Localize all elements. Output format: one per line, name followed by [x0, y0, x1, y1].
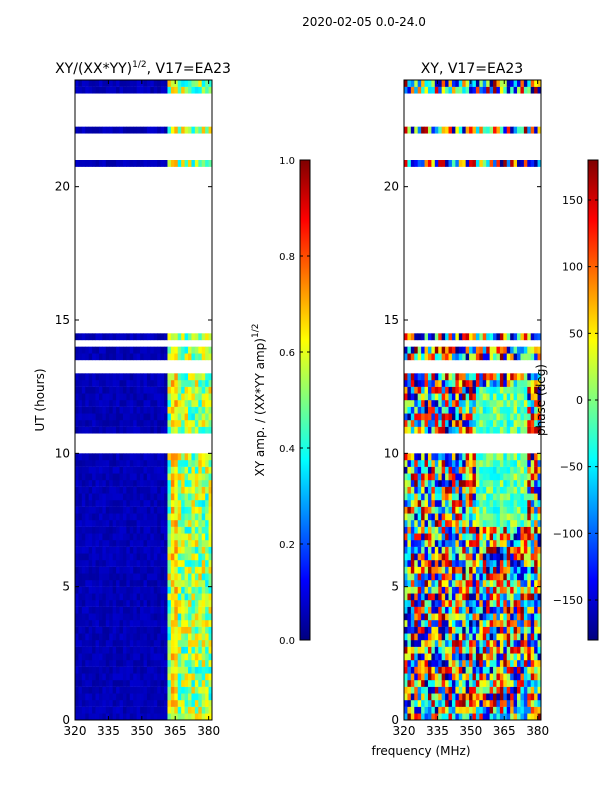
y-tick-label: 5	[62, 580, 70, 594]
phase-colorbar-label: phase (deg)	[534, 364, 548, 436]
x-tick-label: 320	[64, 724, 87, 738]
amplitude-plot-frame	[74, 79, 213, 721]
phase-heatmap	[404, 80, 541, 720]
x-tick-label: 380	[197, 724, 220, 738]
amplitude-colorbar-label: XY amp. / (XX*YY amp)1/2	[251, 324, 267, 477]
x-tick-label: 365	[164, 724, 187, 738]
colorbar-tick-label: −50	[560, 461, 583, 474]
colorbar-tick-label: −100	[553, 527, 583, 540]
y-tick-label: 20	[55, 180, 70, 194]
colorbar-tick-label: 50	[569, 327, 583, 340]
phase-colorbar: −150 −100 −50 0 50 100 150 phase (deg)	[534, 159, 599, 641]
colorbar-tick-label: 150	[562, 194, 583, 207]
colorbar-tick-label: 0	[576, 394, 583, 407]
colorbar-tick-label: 0.0	[279, 636, 295, 647]
y-tick-label: 10	[55, 446, 70, 460]
y-tick-label: 15	[384, 313, 399, 327]
colorbar-tick-label: 100	[562, 261, 583, 274]
colorbar-tick-label: −150	[553, 594, 583, 607]
phase-panel-title: XY, V17=EA23	[421, 61, 523, 77]
phase-colorbar-ticks: −150 −100 −50 0 50 100 150	[553, 194, 598, 607]
amplitude-axes: 320 335 350 365 380 0 5 10 15 20	[55, 80, 220, 738]
y-tick-label: 0	[391, 713, 399, 727]
amplitude-panel-title: XY/(XX*YY)1/2, V17=EA23	[55, 60, 231, 77]
phase-plot-frame	[403, 79, 542, 721]
x-tick-label: 335	[97, 724, 120, 738]
y-axis-label: UT (hours)	[33, 368, 47, 431]
phase-axes: 320 335 350 365 380 0 5 10 15 20	[384, 80, 549, 738]
x-tick-label: 350	[130, 724, 153, 738]
y-tick-label: 20	[384, 180, 399, 194]
x-tick-label: 335	[426, 724, 449, 738]
amplitude-colorbar: 0.0 0.2 0.4 0.6 0.8 1.0 XY amp. / (XX*YY amp)…	[251, 156, 311, 647]
amplitude-colorbar-ticks: 0.0 0.2 0.4 0.6 0.8 1.0	[279, 156, 310, 647]
colorbar-tick-label: 0.4	[279, 444, 295, 455]
colorbar-tick-label: 0.6	[279, 348, 295, 359]
figure-title: 2020-02-05 0.0-24.0	[302, 15, 426, 29]
x-axis-label: frequency (MHz)	[371, 744, 470, 758]
colorbar-tick-label: 0.8	[279, 252, 295, 263]
phase-panel: XY, V17=EA23 320 335 350 365 380 0 5 10 15 20 fre…	[371, 61, 549, 758]
y-tick-label: 5	[391, 580, 399, 594]
amplitude-colorbar-ramp	[299, 159, 311, 641]
colorbar-tick-label: 1.0	[279, 156, 295, 167]
y-tick-label: 0	[62, 713, 70, 727]
x-tick-label: 320	[393, 724, 416, 738]
y-tick-label: 15	[55, 313, 70, 327]
y-tick-label: 10	[384, 446, 399, 460]
colorbar-tick-label: 0.2	[279, 540, 295, 551]
amplitude-heatmap	[75, 80, 212, 720]
x-tick-label: 380	[526, 724, 549, 738]
amplitude-panel: XY/(XX*YY)1/2, V17=EA23 320 335 350 365 380 0…	[33, 60, 231, 738]
x-tick-label: 365	[493, 724, 516, 738]
x-tick-label: 350	[459, 724, 482, 738]
